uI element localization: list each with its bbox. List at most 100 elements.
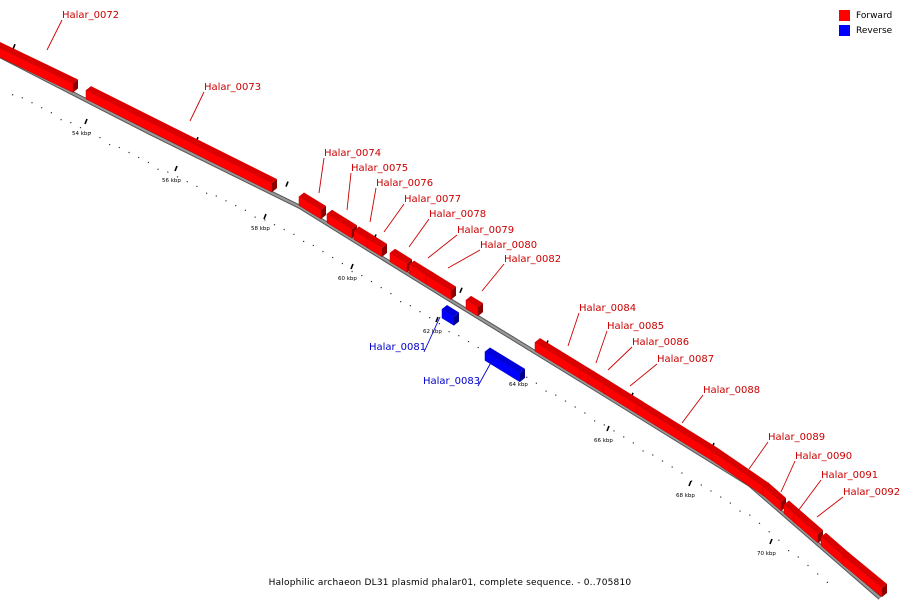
leader-line bbox=[780, 460, 796, 493]
gene-block-Halar_0079 bbox=[425, 271, 456, 301]
minor-tick bbox=[273, 224, 276, 226]
gene-block-Halar_0083 bbox=[484, 347, 525, 383]
gene-label-Halar_0088: Halar_0088 bbox=[703, 385, 760, 396]
minor-tick bbox=[652, 454, 654, 456]
minor-tick bbox=[623, 436, 625, 438]
leader-line bbox=[629, 363, 658, 387]
minor-tick bbox=[21, 97, 23, 99]
leader-line bbox=[477, 356, 495, 387]
minor-tick bbox=[438, 323, 440, 325]
leader-line bbox=[383, 203, 405, 233]
leader-line bbox=[816, 496, 844, 518]
minor-tick bbox=[138, 156, 140, 159]
minor-tick bbox=[89, 131, 91, 134]
gene-label-Halar_0089: Halar_0089 bbox=[768, 432, 825, 443]
gene-label-group: Halar_0091 bbox=[797, 470, 878, 512]
gene-top bbox=[794, 509, 823, 535]
leader-line bbox=[447, 249, 481, 269]
minor-tick bbox=[603, 424, 605, 426]
minor-tick bbox=[31, 102, 33, 104]
minor-tick bbox=[41, 107, 43, 109]
gene-label-group: Halar_0075 bbox=[346, 163, 408, 211]
gene-face bbox=[85, 89, 273, 193]
minor-tick bbox=[545, 390, 547, 392]
gene-label-group: Halar_0078 bbox=[408, 209, 486, 248]
map-caption: Halophilic archaeon DL31 plasmid phalar0… bbox=[268, 578, 632, 588]
gene-end bbox=[382, 243, 387, 257]
gene-label-Halar_0086: Halar_0086 bbox=[632, 337, 689, 348]
major-tick-upper bbox=[12, 43, 16, 50]
major-tick bbox=[174, 165, 178, 172]
gene-top bbox=[843, 551, 887, 588]
leader-line bbox=[607, 346, 633, 371]
scale-label: 68 kbp bbox=[676, 493, 695, 499]
minor-tick bbox=[681, 472, 683, 474]
gene-label-Halar_0074: Halar_0074 bbox=[324, 148, 381, 159]
minor-tick bbox=[60, 119, 62, 121]
gene-top bbox=[821, 532, 850, 558]
minor-tick bbox=[361, 274, 363, 277]
major-tick bbox=[606, 425, 610, 432]
scale-label: 70 kbp bbox=[757, 551, 776, 557]
gene-label-group: Halar_0084 bbox=[567, 303, 636, 347]
leader-line bbox=[797, 479, 822, 512]
gene-label-Halar_0081: Halar_0081 bbox=[369, 342, 426, 353]
minor-tick bbox=[293, 233, 295, 235]
minor-tick bbox=[632, 442, 634, 444]
gene-block-Halar_0082 bbox=[465, 295, 483, 317]
minor-tick bbox=[167, 171, 169, 173]
gene-top bbox=[0, 42, 78, 84]
gene-block-Halar_0092 bbox=[842, 551, 887, 598]
minor-tick bbox=[99, 136, 101, 139]
minor-tick bbox=[788, 550, 790, 552]
minor-tick bbox=[526, 376, 528, 378]
gene-blocks bbox=[0, 42, 887, 598]
minor-tick bbox=[564, 400, 567, 402]
minor-tick bbox=[555, 394, 557, 396]
minor-tick bbox=[409, 305, 411, 307]
minor-tick bbox=[176, 176, 179, 178]
minor-tick bbox=[303, 240, 305, 243]
gene-label-group: Halar_0073 bbox=[189, 82, 261, 122]
gene-label-group: Halar_0085 bbox=[595, 321, 664, 364]
minor-tick bbox=[332, 256, 334, 259]
minor-tick bbox=[429, 317, 431, 319]
gene-label-Halar_0077: Halar_0077 bbox=[404, 194, 461, 205]
leader-line bbox=[46, 19, 63, 51]
gene-label-Halar_0085: Halar_0085 bbox=[607, 321, 664, 332]
minor-tick bbox=[244, 209, 246, 211]
minor-tick bbox=[720, 496, 722, 498]
minor-tick bbox=[390, 292, 392, 295]
backbone bbox=[0, 54, 882, 600]
gene-top bbox=[390, 248, 412, 264]
minor-tick bbox=[147, 161, 149, 164]
minor-tick bbox=[594, 420, 596, 422]
gene-label-group: Halar_0079 bbox=[427, 225, 514, 259]
minor-tick bbox=[215, 195, 217, 197]
gene-label-Halar_0076: Halar_0076 bbox=[376, 178, 433, 189]
gene-label-Halar_0092: Halar_0092 bbox=[843, 487, 900, 498]
minor-tick bbox=[768, 531, 770, 533]
scale-label: 60 kbp bbox=[338, 276, 357, 282]
minor-tick bbox=[79, 127, 82, 129]
major-tick-upper bbox=[285, 181, 289, 187]
minor-tick bbox=[235, 204, 237, 207]
gene-top bbox=[588, 370, 610, 386]
gene-top bbox=[354, 226, 373, 240]
leader-line bbox=[189, 91, 205, 122]
leader-line bbox=[595, 330, 608, 364]
gene-label-Halar_0087: Halar_0087 bbox=[657, 354, 714, 365]
gene-end bbox=[321, 206, 326, 220]
gene-block-Halar_0074 bbox=[298, 192, 326, 220]
gene-top bbox=[327, 209, 357, 230]
leader-line bbox=[408, 218, 430, 248]
gene-top bbox=[86, 86, 277, 184]
gene-top bbox=[485, 347, 525, 373]
gene-end bbox=[272, 179, 277, 193]
gene-top bbox=[299, 192, 326, 211]
minor-tick bbox=[400, 301, 402, 303]
major-tick bbox=[263, 213, 267, 220]
minor-tick bbox=[749, 514, 751, 516]
gene-label-group: Halar_0086 bbox=[607, 337, 689, 371]
